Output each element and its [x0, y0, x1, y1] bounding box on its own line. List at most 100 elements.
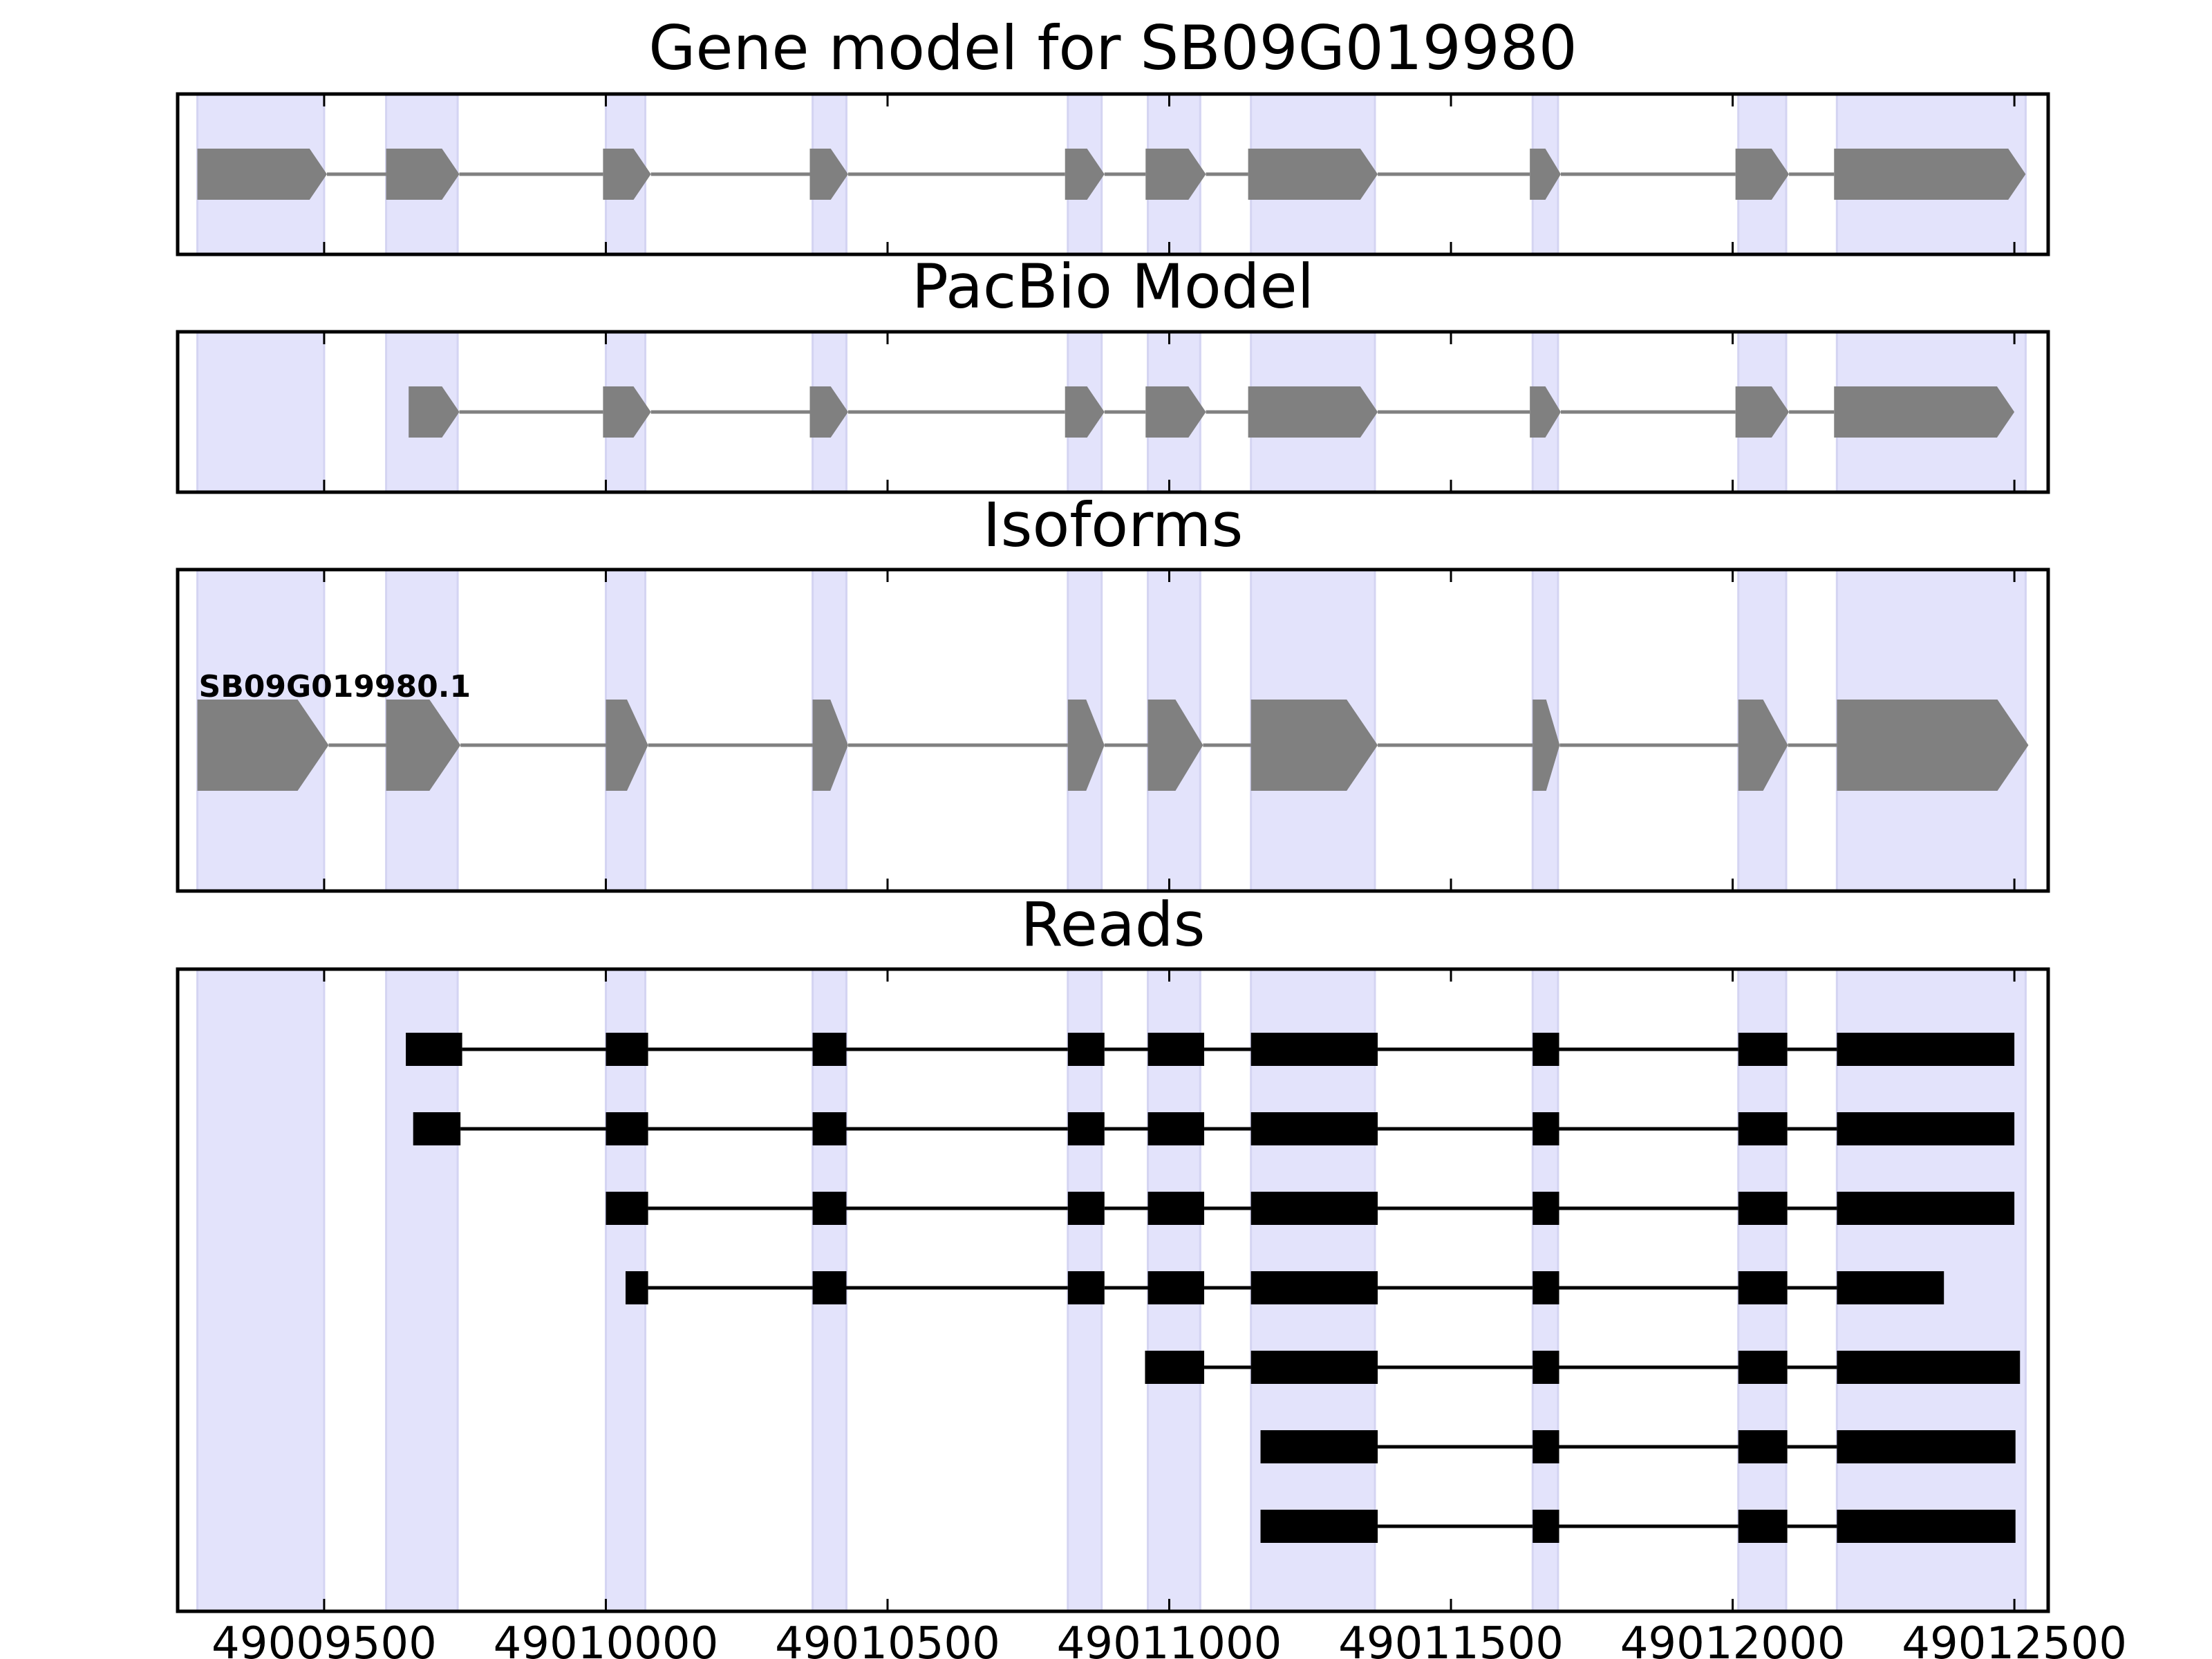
- read-row: [413, 1112, 2015, 1145]
- read-row: [1145, 1351, 2021, 1384]
- exon-arrow: [603, 149, 651, 200]
- read-exon-block: [1837, 1112, 2015, 1145]
- exon-arrow: [1145, 386, 1206, 438]
- exon-arrow: [809, 386, 848, 438]
- read-exon-block: [1147, 1192, 1205, 1225]
- read-row: [606, 1192, 2015, 1225]
- read-exon-block: [606, 1033, 648, 1066]
- exon-arrow: [1250, 700, 1378, 791]
- read-exon-block: [1837, 1271, 1944, 1304]
- read-exon-block: [406, 1033, 462, 1066]
- read-exon-block: [1147, 1271, 1205, 1304]
- read-exon-block: [1738, 1112, 1788, 1145]
- x-tick-label: 49011000: [1057, 1618, 1282, 1659]
- read-exon-block: [1837, 1351, 2021, 1384]
- read-exon-block: [1533, 1033, 1559, 1066]
- exon-arrow: [809, 149, 848, 200]
- exon-arrow: [1145, 149, 1206, 200]
- read-exon-block: [1738, 1351, 1788, 1384]
- exon-arrow: [1735, 149, 1790, 200]
- exon-arrow: [1248, 386, 1378, 438]
- read-exon-block: [812, 1271, 847, 1304]
- exon-arrow: [1834, 386, 2015, 438]
- read-exon-block: [1533, 1430, 1559, 1463]
- exon-arrow: [409, 386, 460, 438]
- read-exon-block: [1533, 1510, 1559, 1543]
- exon-arrow: [1248, 149, 1378, 200]
- exon-arrow: [1738, 700, 1788, 791]
- read-row: [625, 1271, 1944, 1304]
- read-exon-block: [1533, 1112, 1559, 1145]
- read-exon-block: [1738, 1033, 1788, 1066]
- exon-arrow: [1530, 386, 1561, 438]
- exon-arrow: [1837, 700, 2029, 791]
- read-row: [1260, 1510, 2016, 1543]
- read-exon-block: [1533, 1192, 1559, 1225]
- exon-arrow: [1834, 149, 2026, 200]
- read-exon-block: [1250, 1351, 1378, 1384]
- read-exon-block: [1837, 1510, 2016, 1543]
- read-exon-block: [812, 1192, 847, 1225]
- isoform-label: SB09G019980.1: [199, 669, 471, 704]
- shaded-exon-region: [196, 330, 326, 494]
- exon-arrow: [812, 700, 848, 791]
- panel-model: PacBio Model: [176, 251, 2050, 494]
- read-exon-block: [606, 1192, 648, 1225]
- read-exon-block: [1533, 1351, 1559, 1384]
- read-exon-block: [812, 1033, 847, 1066]
- exon-arrow: [1530, 149, 1561, 200]
- read-exon-block: [625, 1271, 648, 1304]
- x-tick-label: 49012000: [1620, 1618, 1846, 1659]
- panel-frame: [176, 92, 2050, 256]
- panel-title: PacBio Model: [912, 251, 1314, 322]
- exon-arrow: [386, 700, 461, 791]
- panel-title: Reads: [1021, 889, 1206, 960]
- read-exon-block: [1837, 1430, 2016, 1463]
- exon-arrow: [606, 700, 648, 791]
- read-exon-block: [1145, 1351, 1205, 1384]
- x-tick-label: 49011500: [1338, 1618, 1564, 1659]
- read-row: [1260, 1430, 2016, 1463]
- read-exon-block: [1837, 1192, 2015, 1225]
- panel-isoforms: Isoforms SB09G019980.1: [176, 489, 2050, 893]
- read-exon-block: [1067, 1033, 1105, 1066]
- exon-arrow: [1533, 700, 1560, 791]
- exon-arrow: [197, 149, 327, 200]
- exon-arrow: [603, 386, 651, 438]
- read-exon-block: [1837, 1033, 2015, 1066]
- read-exon-block: [1250, 1192, 1378, 1225]
- x-axis-labels: 49009500 49010000 49010500 49011000 49011500…: [212, 1618, 2127, 1659]
- read-exon-block: [1260, 1510, 1378, 1543]
- exon-arrow: [197, 700, 329, 791]
- read-row: [406, 1033, 2015, 1066]
- read-exon-block: [1147, 1112, 1205, 1145]
- read-exon-block: [1067, 1112, 1105, 1145]
- panel-reads: Reads: [176, 889, 2050, 1613]
- read-exon-block: [413, 1112, 461, 1145]
- read-exon-block: [606, 1112, 648, 1145]
- x-tick-label: 49012500: [1902, 1618, 2127, 1659]
- read-exon-block: [1533, 1271, 1559, 1304]
- exon-arrow: [1147, 700, 1203, 791]
- read-exon-block: [1067, 1271, 1105, 1304]
- exon-arrow: [1065, 149, 1105, 200]
- panel-title: Isoforms: [983, 489, 1244, 561]
- read-exon-block: [1738, 1430, 1788, 1463]
- read-exon-block: [1250, 1033, 1378, 1066]
- read-exon-block: [812, 1112, 847, 1145]
- panel-title: Gene model for SB09G019980: [648, 12, 1577, 84]
- read-exon-block: [1147, 1033, 1205, 1066]
- panel-model: Gene model for SB09G019980: [176, 12, 2050, 256]
- read-exon-block: [1738, 1192, 1788, 1225]
- read-exon-block: [1067, 1192, 1105, 1225]
- read-exon-block: [1250, 1271, 1378, 1304]
- read-exon-block: [1738, 1271, 1788, 1304]
- exon-arrow: [1065, 386, 1105, 438]
- read-exon-block: [1738, 1510, 1788, 1543]
- shaded-exon-region: [385, 968, 459, 1613]
- x-tick-label: 49010000: [494, 1618, 719, 1659]
- panel-frame: [176, 568, 2050, 893]
- x-tick-label: 49010500: [775, 1618, 1000, 1659]
- x-tick-label: 49009500: [212, 1618, 437, 1659]
